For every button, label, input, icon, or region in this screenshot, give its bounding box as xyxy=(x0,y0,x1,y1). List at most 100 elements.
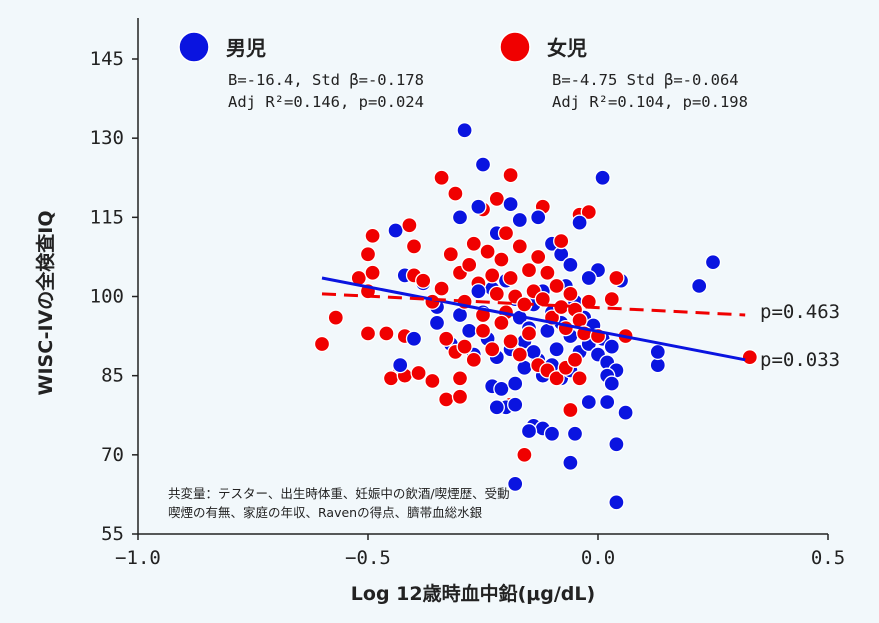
boys-stat-line-2: Adj R²=0.146, p=0.024 xyxy=(228,93,424,111)
point-girls xyxy=(603,290,620,308)
point-boys xyxy=(502,195,519,213)
point-girls xyxy=(580,203,597,221)
point-girls xyxy=(516,446,533,463)
point-boys xyxy=(507,475,524,493)
point-girls xyxy=(401,217,418,234)
point-boys xyxy=(603,375,620,392)
axes: 55 70 85 100 115 130 145 −1.0 −0.5 0.0 0.5 xyxy=(90,18,845,569)
point-girls xyxy=(456,338,473,355)
point-girls xyxy=(520,325,538,342)
x-tick-label: 0.0 xyxy=(581,547,615,569)
point-boys xyxy=(599,393,616,411)
y-tick-label: 130 xyxy=(90,127,124,149)
point-boys xyxy=(603,338,620,355)
point-girls xyxy=(530,248,547,266)
point-boys xyxy=(488,399,505,416)
y-tick-label: 70 xyxy=(101,444,124,466)
point-girls xyxy=(488,190,505,208)
y-axis-title: WISC-IVの全検査IQ xyxy=(34,211,57,396)
point-girls xyxy=(493,314,510,332)
point-girls xyxy=(511,238,528,255)
data-points xyxy=(313,122,758,511)
fit-lines xyxy=(321,276,746,362)
x-tick-label: 0.5 xyxy=(811,547,845,569)
boys-stat-line-1: B=-16.4, Std β=-0.178 xyxy=(228,71,424,89)
legend-label-boys: 男児 xyxy=(226,36,266,60)
legend-marker-boys xyxy=(178,31,210,63)
point-boys xyxy=(562,454,579,471)
point-girls xyxy=(571,370,588,387)
point-girls xyxy=(580,293,597,310)
point-girls xyxy=(378,325,395,342)
point-girls xyxy=(433,280,450,297)
point-girls xyxy=(511,346,528,363)
point-boys xyxy=(608,436,625,453)
point-boys xyxy=(493,380,510,398)
point-girls xyxy=(502,269,519,287)
point-girls xyxy=(438,330,455,347)
point-boys xyxy=(617,404,634,421)
point-boys xyxy=(704,254,722,271)
point-girls xyxy=(488,285,505,303)
point-boys xyxy=(474,156,492,173)
point-boys xyxy=(461,322,478,339)
point-girls xyxy=(438,391,455,408)
point-boys xyxy=(470,198,487,215)
point-girls xyxy=(359,325,377,342)
girls-stat-line-2: Adj R²=0.104, p=0.198 xyxy=(552,93,748,111)
point-girls xyxy=(502,166,519,184)
point-girls xyxy=(313,335,331,353)
point-boys xyxy=(594,169,611,186)
point-girls xyxy=(562,285,579,303)
point-girls xyxy=(327,309,344,326)
point-boys xyxy=(580,393,597,411)
fit-line-girls xyxy=(321,292,746,317)
point-boys xyxy=(548,341,565,358)
point-girls xyxy=(474,322,492,339)
point-boys xyxy=(608,494,625,511)
point-girls xyxy=(461,256,478,273)
point-girls xyxy=(484,341,501,358)
point-boys xyxy=(507,396,524,413)
point-boys xyxy=(392,356,409,374)
x-tick-label: −1.0 xyxy=(115,547,161,569)
covariate-note-line-2: 喫煙の有無、家庭の年収、Ravenの得点、臍帯血総水銀 xyxy=(168,505,483,520)
legend: 男児 B=-16.4, Std β=-0.178 Adj R²=0.146, p… xyxy=(178,31,748,111)
point-girls xyxy=(424,372,441,390)
point-girls xyxy=(534,290,551,308)
y-tick-label: 55 xyxy=(101,523,124,545)
point-girls xyxy=(520,261,538,279)
point-girls xyxy=(447,185,464,202)
legend-label-girls: 女児 xyxy=(547,36,587,60)
point-girls xyxy=(539,264,556,281)
y-tick-label: 145 xyxy=(90,48,124,70)
point-boys xyxy=(511,211,528,229)
point-boys xyxy=(456,122,473,139)
x-tick-label: −0.5 xyxy=(345,547,391,569)
covariate-note-line-1: 共変量：テスター、出生時体重、妊娠中の飲酒/喫煙歴、受動 xyxy=(168,486,510,501)
boys-p-label: p=0.033 xyxy=(760,349,840,371)
point-girls xyxy=(410,364,427,382)
point-girls xyxy=(608,269,625,287)
point-boys xyxy=(580,269,597,287)
point-girls xyxy=(442,246,459,263)
point-girls xyxy=(548,277,565,295)
point-girls xyxy=(382,370,400,387)
point-girls xyxy=(465,235,482,252)
point-boys xyxy=(649,343,666,361)
point-boys xyxy=(507,375,524,392)
point-girls xyxy=(479,243,496,260)
point-boys xyxy=(562,256,579,273)
point-girls xyxy=(415,272,432,289)
girls-p-label: p=0.463 xyxy=(760,301,840,323)
point-girls xyxy=(502,333,519,350)
y-tick-label: 115 xyxy=(90,206,124,228)
point-girls xyxy=(548,370,565,387)
x-axis-title: Log 12歳時血中鉛(μg/dL) xyxy=(351,582,595,605)
point-boys xyxy=(571,214,588,231)
point-girls xyxy=(484,267,501,284)
point-girls xyxy=(497,225,515,242)
point-boys xyxy=(543,425,561,442)
